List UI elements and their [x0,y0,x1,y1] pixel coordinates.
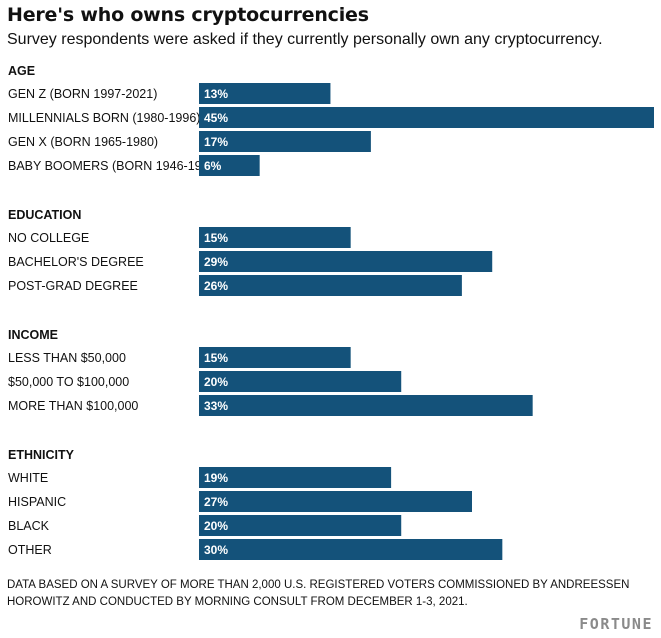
category-label: BACHELOR'S DEGREE [8,255,144,269]
category-label: BLACK [8,519,50,533]
category-label: MILLENNIALS BORN (1980-1996) [8,111,200,125]
category-label: LESS THAN $50,000 [8,351,126,365]
bar-value-label: 13% [204,87,228,101]
category-label: MORE THAN $100,000 [8,399,138,413]
bar-value-label: 33% [204,399,228,413]
bar-value-label: 26% [204,279,228,293]
bar [199,275,462,296]
bar-value-label: 20% [204,375,228,389]
category-label: POST-GRAD DEGREE [8,279,138,293]
bar [199,491,472,512]
category-label: OTHER [8,543,52,557]
section-title-age: AGE [8,64,35,78]
bar-chart: AGE GEN Z (BORN 1997-2021) 13% MILLENNIALS … [8,64,654,560]
category-label: NO COLLEGE [8,231,89,245]
bar-value-label: 15% [204,351,228,365]
section-title-ethnicity: ETHNICITY [8,448,75,462]
bar [199,539,503,560]
bar [199,347,351,368]
chart-title: Here's who owns cryptocurrencies [7,4,369,26]
bar [199,155,260,176]
bar [199,515,402,536]
fortune-logo: FORTUNE [579,615,653,633]
footnote: DATA BASED ON A SURVEY OF MORE THAN 2,00… [7,579,630,608]
bar [199,83,331,104]
bar-value-label: 17% [204,135,228,149]
category-label: HISPANIC [8,495,66,509]
bar [199,395,533,416]
category-label: GEN X (BORN 1965-1980) [8,135,158,149]
bar [199,467,392,488]
bar [199,371,402,392]
bar [199,131,371,152]
bar [199,227,351,248]
category-label: BABY BOOMERS (BORN 1946-1964) [8,159,220,173]
category-label: $50,000 TO $100,000 [8,375,129,389]
bar-value-label: 6% [204,159,222,173]
section-title-education: EDUCATION [8,208,81,222]
bar-value-label: 29% [204,255,228,269]
bar-value-label: 27% [204,495,228,509]
bar-value-label: 45% [204,111,228,125]
bar [199,107,654,128]
category-label: GEN Z (BORN 1997-2021) [8,87,157,101]
category-label: WHITE [8,471,48,485]
bar-value-label: 30% [204,543,228,557]
bar-value-label: 20% [204,519,228,533]
section-title-income: INCOME [8,328,58,342]
bar [199,251,493,272]
chart-subtitle: Survey respondents were asked if they cu… [7,31,603,48]
bar-value-label: 15% [204,231,228,245]
bar-value-label: 19% [204,471,228,485]
